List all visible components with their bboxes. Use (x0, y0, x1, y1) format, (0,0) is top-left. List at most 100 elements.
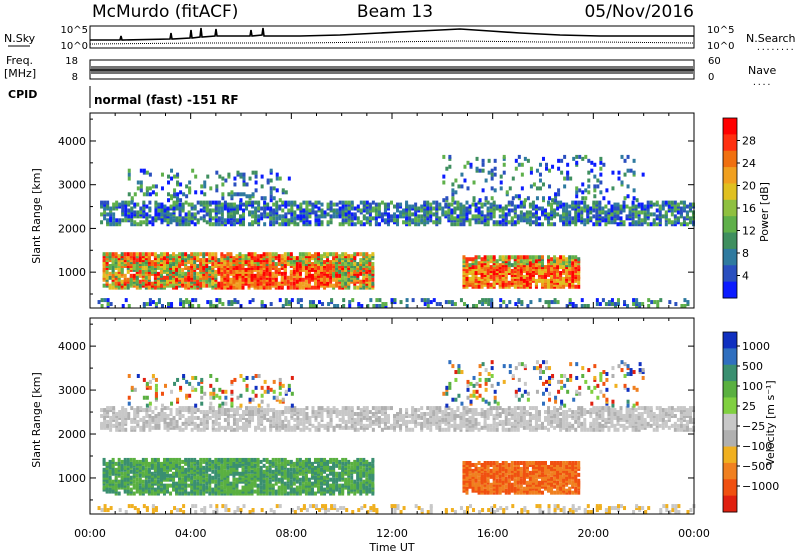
velocity-echo-cell (211, 419, 215, 424)
velocity-echo-cell (622, 427, 626, 432)
velocity-echo-cell (441, 413, 445, 418)
velocity-echo-cell (199, 417, 203, 422)
power-echo-cell (242, 172, 246, 177)
power-echo-cell (124, 218, 128, 223)
power-echo-cell (635, 298, 639, 303)
velocity-echo-cell (544, 425, 548, 430)
power-echo-cell (206, 300, 210, 305)
velocity-echo-cell (613, 415, 617, 420)
power-echo-cell (233, 192, 237, 197)
power-echo-cell (447, 300, 451, 305)
power-echo-cell (480, 202, 484, 207)
power-echo-cell (581, 190, 585, 195)
power-echo-cell (667, 200, 671, 205)
power-echo-cell (254, 200, 258, 205)
power-echo-cell (170, 194, 174, 199)
velocity-echo-cell (151, 410, 155, 415)
power-echo-cell (475, 166, 479, 171)
velocity-echo-cell (299, 417, 303, 422)
power-echo-cell (565, 257, 569, 262)
power-echo-cell (299, 214, 303, 219)
power-echo-cell (626, 304, 630, 308)
power-echo-cell (528, 261, 532, 266)
power-echo-cell (477, 276, 481, 281)
power-echo-cell (199, 216, 203, 221)
power-echo-cell (287, 218, 291, 223)
power-echo-cell (245, 194, 249, 199)
velocity-echo-cell (145, 423, 149, 428)
power-echo-cell (481, 158, 485, 163)
power-echo-cell (531, 255, 535, 260)
power-echo-cell (217, 222, 221, 227)
power-echo-cell (559, 280, 563, 285)
power-echo-cell (118, 218, 122, 223)
power-echo-cell (277, 281, 281, 286)
power-echo-cell (626, 168, 630, 173)
velocity-echo-cell (643, 417, 647, 422)
velocity-echo-cell (347, 406, 351, 411)
power-echo-cell (396, 208, 400, 213)
power-echo-cell (175, 277, 179, 282)
velocity-echo-cell (411, 427, 415, 432)
power-echo-cell (649, 212, 653, 217)
power-echo-cell (329, 252, 333, 257)
velocity-echo-cell (583, 417, 587, 422)
velocity-echo-cell (516, 417, 520, 422)
power-echo-cell (356, 216, 360, 221)
power-echo-cell (593, 162, 597, 167)
power-echo-cell (106, 302, 110, 307)
power-echo-cell (329, 260, 333, 265)
power-ytick-label: 4000 (58, 135, 86, 148)
power-echo-cell (598, 302, 602, 307)
velocity-echo-cell (408, 427, 412, 432)
velocity-echo-cell (537, 417, 541, 422)
velocity-echo-cell (284, 415, 288, 420)
power-echo-cell (317, 206, 321, 211)
power-echo-cell (169, 269, 173, 274)
power-echo-cell (378, 304, 382, 308)
power-echo-cell (462, 255, 466, 260)
power-echo-cell (305, 210, 309, 215)
velocity-echo-cell (492, 425, 496, 430)
velocity-echo-cell (130, 425, 134, 430)
power-echo-cell (190, 273, 194, 278)
power-echo-cell (517, 162, 521, 167)
power-echo-cell (478, 168, 482, 173)
power-echo-cell (562, 202, 566, 207)
velocity-echo-cell (238, 413, 242, 418)
velocity-echo-cell (565, 427, 569, 432)
power-echo-cell (661, 206, 665, 211)
power-echo-cell (278, 222, 282, 227)
power-echo-cell (163, 208, 167, 213)
power-echo-cell (513, 220, 517, 225)
velocity-echo-cell (163, 406, 167, 411)
power-echo-cell (580, 216, 584, 221)
power-echo-cell (220, 212, 224, 217)
power-echo-cell (420, 298, 424, 303)
power-echo-cell (172, 206, 176, 211)
power-echo-cell (298, 277, 302, 282)
power-echo-cell (559, 255, 563, 260)
velocity-echo-cell (676, 406, 680, 411)
velocity-echo-cell (172, 415, 176, 420)
power-echo-cell (492, 214, 496, 219)
power-echo-cell (365, 200, 369, 205)
power-echo-cell (266, 212, 270, 217)
power-echo-cell (130, 214, 134, 219)
power-echo-cell (347, 222, 351, 227)
power-echo-cell (142, 168, 146, 173)
power-echo-cell (525, 280, 529, 285)
velocity-echo-cell (208, 406, 212, 411)
power-echo-cell (232, 256, 236, 261)
power-echo-cell (566, 170, 570, 175)
power-echo-cell (236, 170, 240, 175)
power-echo-cell (565, 222, 569, 227)
power-echo-cell (459, 222, 463, 227)
power-echo-cell (126, 252, 130, 257)
velocity-echo-cell (550, 410, 554, 415)
power-echo-cell (277, 267, 281, 272)
power-echo-cell (205, 204, 209, 209)
power-echo-cell (602, 196, 606, 201)
power-echo-cell (451, 196, 455, 201)
power-echo-cell (202, 214, 206, 219)
